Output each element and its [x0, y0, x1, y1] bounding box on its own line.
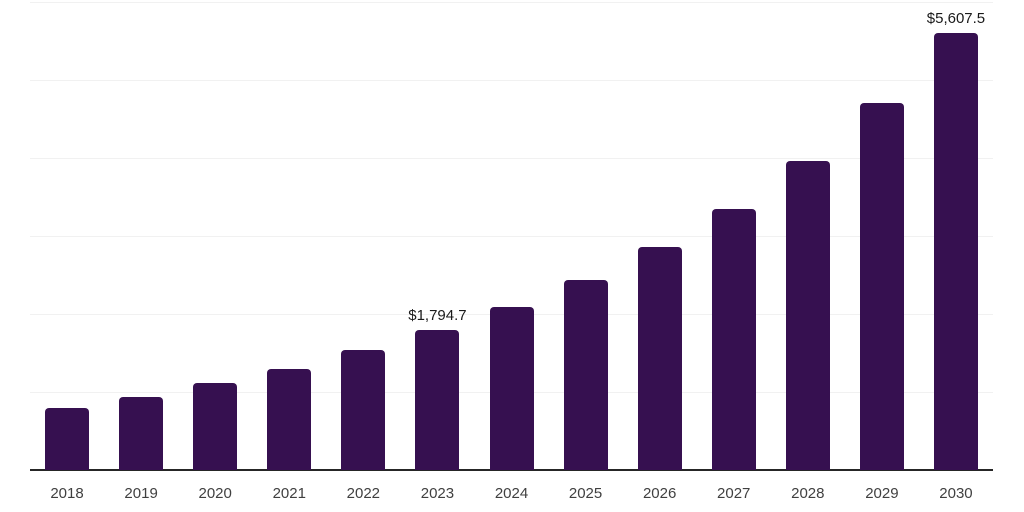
bar-2023 — [415, 330, 460, 470]
x-tick-label: 2028 — [791, 485, 825, 502]
bar-2021 — [267, 369, 312, 470]
x-tick-label: 2025 — [568, 485, 603, 502]
x-tick-label: 2018 — [50, 485, 84, 502]
x-tick-label: 2022 — [346, 485, 381, 502]
bar-2028 — [785, 161, 830, 470]
gridline — [30, 236, 993, 237]
bar-2024 — [489, 307, 534, 470]
bar-2022 — [341, 350, 386, 470]
gridline — [30, 80, 993, 81]
gridline — [30, 158, 993, 159]
x-axis-line — [30, 469, 993, 471]
x-tick-label: 2020 — [198, 485, 232, 502]
bar-value-label: $1,794.7 — [408, 307, 467, 324]
bar-2020 — [193, 383, 238, 470]
bar-2030 — [933, 33, 978, 470]
bar-2019 — [119, 397, 164, 470]
bar-2025 — [563, 280, 608, 470]
bar-2027 — [711, 209, 756, 470]
bar-2018 — [45, 408, 90, 470]
x-tick-label: 2021 — [272, 485, 306, 502]
x-tick-label: 2023 — [420, 485, 455, 502]
x-tick-label: 2029 — [865, 485, 899, 502]
x-tick-label: 2024 — [494, 485, 529, 502]
gridline — [30, 2, 993, 3]
x-tick-label: 2019 — [124, 485, 158, 502]
plot-area: $1,794.7 $5,607.5 — [30, 0, 993, 471]
bar-2029 — [859, 103, 904, 470]
bar-2026 — [637, 247, 682, 470]
x-tick-label: 2030 — [939, 485, 973, 502]
bar-value-label: $5,607.5 — [926, 10, 986, 27]
x-tick-label: 2027 — [717, 485, 751, 502]
x-tick-label: 2026 — [642, 485, 677, 502]
